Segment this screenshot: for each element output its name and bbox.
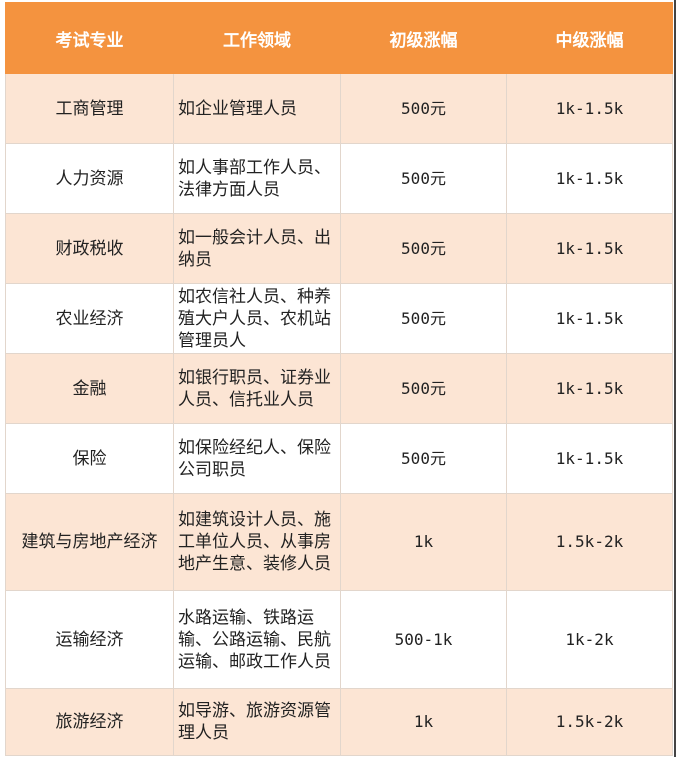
junior-cell: 500元 bbox=[340, 143, 507, 214]
mid-cell: 1k-1.5k bbox=[506, 423, 673, 494]
field-cell: 如农信社人员、种养殖大户人员、农机站管理员人 bbox=[173, 283, 341, 354]
mid-cell: 1.5k-2k bbox=[506, 688, 673, 756]
field-cell: 如企业管理人员 bbox=[173, 73, 341, 144]
table-row: 农业经济 如农信社人员、种养殖大户人员、农机站管理员人 500元 1k-1.5k bbox=[5, 283, 673, 354]
header-major: 考试专业 bbox=[5, 2, 174, 74]
junior-cell: 500元 bbox=[340, 283, 507, 354]
major-cell: 工商管理 bbox=[5, 73, 174, 144]
mid-cell: 1k-1.5k bbox=[506, 353, 673, 424]
salary-table-container: 考试专业 工作领域 初级涨幅 中级涨幅 工商管理 如企业管理人员 500元 1k-1.… bbox=[5, 2, 673, 756]
mid-cell: 1k-1.5k bbox=[506, 283, 673, 354]
mid-cell: 1k-1.5k bbox=[506, 73, 673, 144]
field-cell: 如一般会计人员、出纳员 bbox=[173, 213, 341, 284]
field-cell: 如保险经纪人、保险公司职员 bbox=[173, 423, 341, 494]
junior-cell: 500元 bbox=[340, 353, 507, 424]
table-row: 运输经济 水路运输、铁路运输、公路运输、民航运输、邮政工作人员 500-1k 1k-2… bbox=[5, 590, 673, 689]
table-row: 金融 如银行职员、证券业人员、信托业人员 500元 1k-1.5k bbox=[5, 353, 673, 424]
major-cell: 金融 bbox=[5, 353, 174, 424]
major-cell: 财政税收 bbox=[5, 213, 174, 284]
junior-cell: 500-1k bbox=[340, 590, 507, 689]
mid-cell: 1k-1.5k bbox=[506, 143, 673, 214]
header-junior: 初级涨幅 bbox=[340, 2, 507, 74]
field-cell: 如导游、旅游资源管理人员 bbox=[173, 688, 341, 756]
major-cell: 旅游经济 bbox=[5, 688, 174, 756]
junior-cell: 500元 bbox=[340, 73, 507, 144]
major-cell: 运输经济 bbox=[5, 590, 174, 689]
table-row: 财政税收 如一般会计人员、出纳员 500元 1k-1.5k bbox=[5, 213, 673, 284]
header-field: 工作领域 bbox=[173, 2, 341, 74]
junior-cell: 500元 bbox=[340, 213, 507, 284]
field-cell: 如人事部工作人员、法律方面人员 bbox=[173, 143, 341, 214]
mid-cell: 1k-2k bbox=[506, 590, 673, 689]
header-mid: 中级涨幅 bbox=[506, 2, 673, 74]
field-cell: 如建筑设计人员、施工单位人员、从事房地产生意、装修人员 bbox=[173, 493, 341, 591]
major-cell: 农业经济 bbox=[5, 283, 174, 354]
mid-cell: 1k-1.5k bbox=[506, 213, 673, 284]
junior-cell: 1k bbox=[340, 688, 507, 756]
salary-increase-table: 考试专业 工作领域 初级涨幅 中级涨幅 工商管理 如企业管理人员 500元 1k-1.… bbox=[5, 2, 673, 756]
junior-cell: 500元 bbox=[340, 423, 507, 494]
table-row: 建筑与房地产经济 如建筑设计人员、施工单位人员、从事房地产生意、装修人员 1k 1.5… bbox=[5, 493, 673, 591]
mid-cell: 1.5k-2k bbox=[506, 493, 673, 591]
table-row: 保险 如保险经纪人、保险公司职员 500元 1k-1.5k bbox=[5, 423, 673, 494]
table-row: 旅游经济 如导游、旅游资源管理人员 1k 1.5k-2k bbox=[5, 688, 673, 756]
major-cell: 建筑与房地产经济 bbox=[5, 493, 174, 591]
major-cell: 保险 bbox=[5, 423, 174, 494]
field-cell: 水路运输、铁路运输、公路运输、民航运输、邮政工作人员 bbox=[173, 590, 341, 689]
header-row: 考试专业 工作领域 初级涨幅 中级涨幅 bbox=[5, 2, 673, 74]
major-cell: 人力资源 bbox=[5, 143, 174, 214]
table-row: 工商管理 如企业管理人员 500元 1k-1.5k bbox=[5, 73, 673, 144]
field-cell: 如银行职员、证券业人员、信托业人员 bbox=[173, 353, 341, 424]
junior-cell: 1k bbox=[340, 493, 507, 591]
table-row: 人力资源 如人事部工作人员、法律方面人员 500元 1k-1.5k bbox=[5, 143, 673, 214]
right-border-line bbox=[674, 0, 676, 757]
